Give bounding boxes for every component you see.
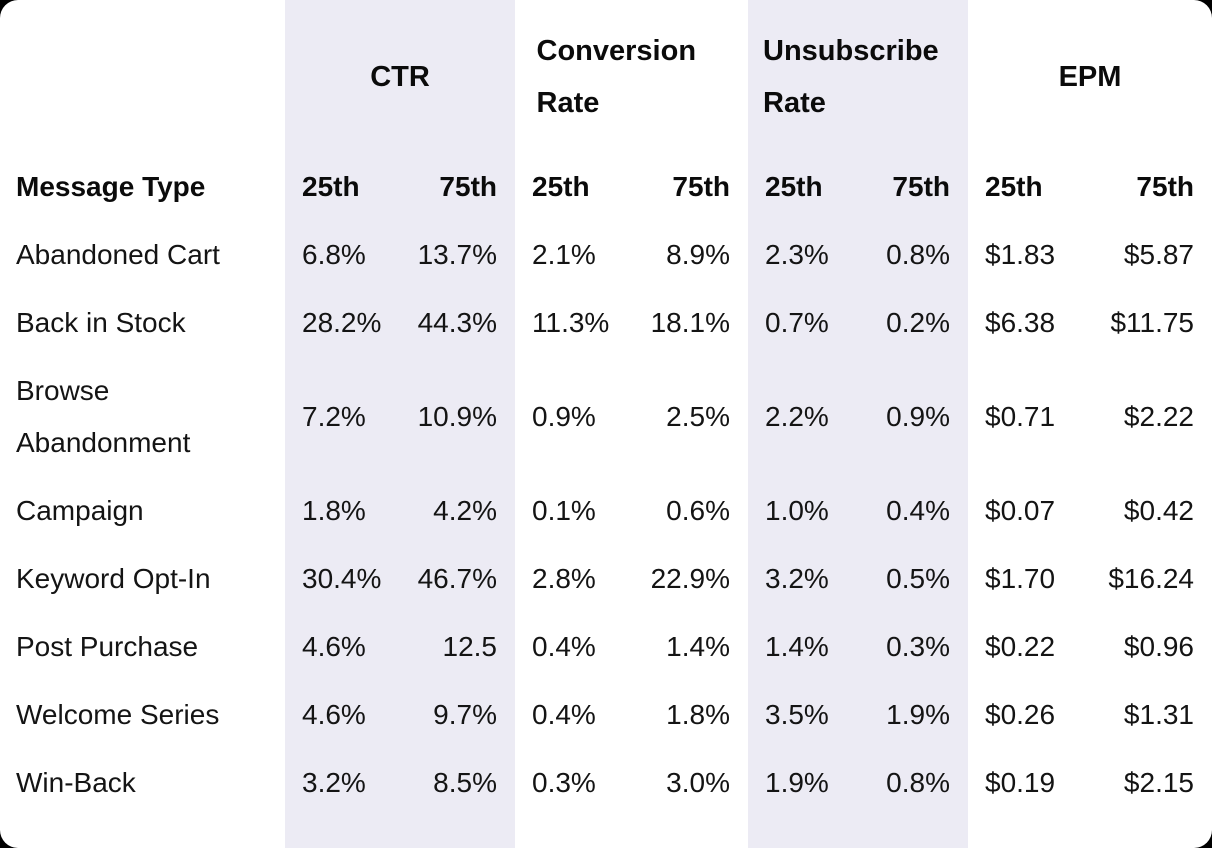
metric-cell: $0.22 [985, 631, 1056, 662]
metric-cell: 3.2% [302, 767, 366, 798]
percentile-header-conversion-75th: 75th [672, 171, 730, 202]
percentile-header-ctr-25th: 25th [302, 171, 360, 202]
metric-cell: 0.7% [765, 307, 829, 338]
metric-cell: 4.6% [302, 699, 366, 730]
row-label: Abandoned Cart [16, 239, 220, 270]
metric-cell: 10.9% [417, 401, 497, 432]
metric-cell: 28.2% [302, 307, 382, 338]
metric-cell: 1.9% [886, 699, 950, 730]
metric-cell: 13.7% [417, 239, 497, 270]
metric-cell: 22.9% [650, 563, 730, 594]
metric-cell: $1.31 [1123, 699, 1194, 730]
metric-cell: 1.4% [666, 631, 730, 662]
ctr-band-background [285, 0, 515, 848]
metric-cell: 0.9% [886, 401, 950, 432]
metric-cell: 7.2% [302, 401, 366, 432]
row-label: Keyword Opt-In [16, 563, 211, 594]
column-group-header-unsubscribe-rate: Unsubscribe Rate [748, 0, 968, 153]
metric-cell: 0.8% [886, 239, 950, 270]
metric-cell: $0.42 [1123, 495, 1194, 526]
column-group-header-ctr: CTR [285, 0, 515, 153]
metric-cell: 8.5% [433, 767, 497, 798]
percentile-header-conversion-25th: 25th [532, 171, 590, 202]
metric-cell: 0.4% [532, 699, 596, 730]
metric-cell: 2.2% [765, 401, 829, 432]
metric-cell: $0.26 [985, 699, 1056, 730]
metric-cell: 3.2% [765, 563, 829, 594]
column-group-label: Conversion Rate [536, 34, 697, 119]
column-group-label: CTR [370, 60, 430, 93]
unsubscribe-band-background [748, 0, 968, 848]
percentile-header-epm-25th: 25th [985, 171, 1043, 202]
metric-cell: $2.22 [1123, 401, 1194, 432]
percentile-header-unsubscribe-25th: 25th [765, 171, 823, 202]
message-type-column-header: Message Type [16, 171, 206, 202]
metric-cell: $6.38 [985, 307, 1056, 338]
percentile-header-unsubscribe-75th: 75th [892, 171, 950, 202]
column-group-header-epm: EPM [968, 0, 1212, 153]
metric-cell: 6.8% [302, 239, 366, 270]
metric-cell: 8.9% [666, 239, 730, 270]
row-label: Browse Abandonment [16, 375, 191, 458]
metric-cell: 1.4% [765, 631, 829, 662]
row-label: Back in Stock [16, 307, 186, 338]
metric-cell: 0.6% [666, 495, 730, 526]
row-label: Win-Back [16, 767, 136, 798]
metric-cell: $0.07 [985, 495, 1056, 526]
metric-cell: $2.15 [1123, 767, 1194, 798]
metric-cell: $5.87 [1123, 239, 1194, 270]
row-label: Campaign [16, 495, 144, 526]
metric-cell: 46.7% [417, 563, 497, 594]
metric-cell: 0.3% [886, 631, 950, 662]
metric-cell: 0.1% [532, 495, 596, 526]
metric-cell: 30.4% [302, 563, 382, 594]
metric-cell: $1.83 [985, 239, 1056, 270]
metric-cell: 18.1% [650, 307, 730, 338]
percentile-header-ctr-75th: 75th [439, 171, 497, 202]
metric-cell: 0.4% [532, 631, 596, 662]
metric-cell: 3.0% [666, 767, 730, 798]
metric-cell: 0.9% [532, 401, 596, 432]
metric-cell: 4.6% [302, 631, 366, 662]
metric-cell: $0.71 [985, 401, 1056, 432]
metric-cell: 1.0% [765, 495, 829, 526]
metric-cell: 12.5 [442, 631, 498, 662]
metric-cell: 2.1% [532, 239, 596, 270]
row-label: Post Purchase [16, 631, 199, 662]
metric-cell: 3.5% [765, 699, 829, 730]
metric-cell: 0.4% [886, 495, 950, 526]
metric-cell: $0.19 [985, 767, 1056, 798]
row-label: Welcome Series [16, 699, 220, 730]
metric-cell: 44.3% [417, 307, 497, 338]
percentile-header-epm-75th: 75th [1136, 171, 1194, 202]
metric-cell: 0.5% [886, 563, 950, 594]
column-group-label: Unsubscribe Rate [763, 34, 939, 119]
message-benchmarks-table: CTR Conversion Rate Unsubscribe Rate EPM… [0, 0, 1212, 799]
metric-cell: $1.70 [985, 563, 1056, 594]
metric-cell: 11.3% [532, 307, 610, 338]
column-group-header-conversion-rate: Conversion Rate [515, 0, 748, 153]
metric-cell: 0.2% [886, 307, 950, 338]
metric-cell: 0.8% [886, 767, 950, 798]
metric-cell: $16.24 [1108, 563, 1194, 594]
metric-cell: 0.3% [532, 767, 596, 798]
metric-cell: 2.3% [765, 239, 829, 270]
metric-cell: $0.96 [1123, 631, 1194, 662]
metric-cell: 1.8% [666, 699, 730, 730]
metric-cell: 2.8% [532, 563, 596, 594]
metric-cell: 9.7% [433, 699, 497, 730]
metric-cell: 1.9% [765, 767, 829, 798]
metric-cell: 4.2% [433, 495, 497, 526]
metric-cell: 1.8% [302, 495, 366, 526]
metric-cell: 2.5% [666, 401, 730, 432]
group-header-spacer [0, 0, 285, 153]
metric-cell: $11.75 [1110, 307, 1194, 338]
column-group-label: EPM [1058, 60, 1122, 93]
